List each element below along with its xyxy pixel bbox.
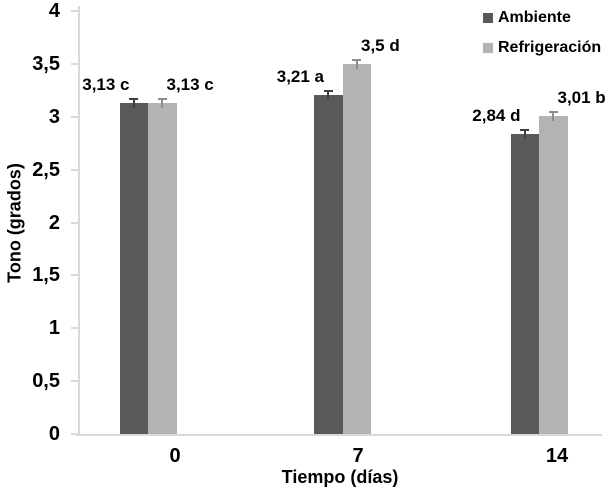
value-label: 3,13 c	[166, 75, 214, 94]
legend-swatch-ambiente	[483, 13, 493, 23]
legend-label-ambiente: Ambiente	[498, 9, 571, 26]
x-axis-line	[76, 434, 602, 436]
error-bar-stem	[161, 99, 164, 108]
error-bar-cap	[323, 89, 333, 92]
y-tick-label: 4	[48, 0, 60, 22]
y-tick-mark	[71, 115, 78, 118]
value-label: 3,5 d	[361, 35, 400, 55]
y-tick-label: 1	[48, 317, 60, 340]
y-tick-mark	[71, 433, 78, 435]
bar-ambiente-7	[314, 94, 343, 434]
y-axis-line	[78, 6, 80, 436]
error-bar-stem	[327, 90, 330, 100]
bar-ambiente-0	[119, 103, 148, 434]
y-tick-mark	[71, 168, 78, 171]
error-bar-stem	[132, 99, 135, 108]
error-bar-cap	[352, 58, 362, 61]
y-tick-label: 2,5	[32, 158, 60, 181]
y-tick-label: 0	[48, 423, 60, 445]
x-axis-title: Tiempo (días)	[281, 467, 399, 487]
error-bar-cap	[520, 128, 530, 131]
error-bar-stem	[552, 111, 555, 121]
y-tick-label: 0,5	[32, 370, 60, 393]
error-bar-cap	[129, 98, 139, 100]
bar-refrigeración-0	[148, 103, 177, 434]
legend-swatch-refrigeracion	[483, 43, 493, 53]
y-tick-label: 2	[48, 211, 60, 234]
y-tick-label: 3,5	[32, 52, 60, 75]
value-label: 3,21 a	[276, 66, 324, 86]
value-label: 2,84 d	[472, 105, 521, 125]
y-tick-mark	[71, 380, 78, 383]
y-tick-mark	[71, 221, 78, 224]
bar-refrigeración-14	[539, 115, 568, 434]
error-bar-stem	[523, 129, 526, 139]
x-category-label: 0	[169, 445, 181, 467]
y-tick-mark	[71, 274, 78, 277]
y-tick-mark	[71, 62, 78, 65]
y-tick-mark	[71, 10, 78, 12]
x-category-label: 7	[352, 445, 364, 467]
bar-ambiente-14	[510, 133, 539, 434]
y-tick-mark	[71, 327, 78, 330]
value-label: 3,13 c	[82, 75, 130, 94]
error-bar-stem	[355, 59, 358, 69]
error-bar-cap	[548, 110, 558, 113]
x-category-label: 14	[545, 445, 569, 467]
bar-refrigeración-7	[342, 63, 371, 434]
error-bar-cap	[157, 98, 167, 100]
value-label: 3,01 b	[557, 87, 606, 107]
y-tick-label: 3	[48, 105, 60, 128]
y-tick-label: 1,5	[32, 264, 60, 287]
legend-label-refrigeracion: Refrigeración	[498, 39, 602, 56]
